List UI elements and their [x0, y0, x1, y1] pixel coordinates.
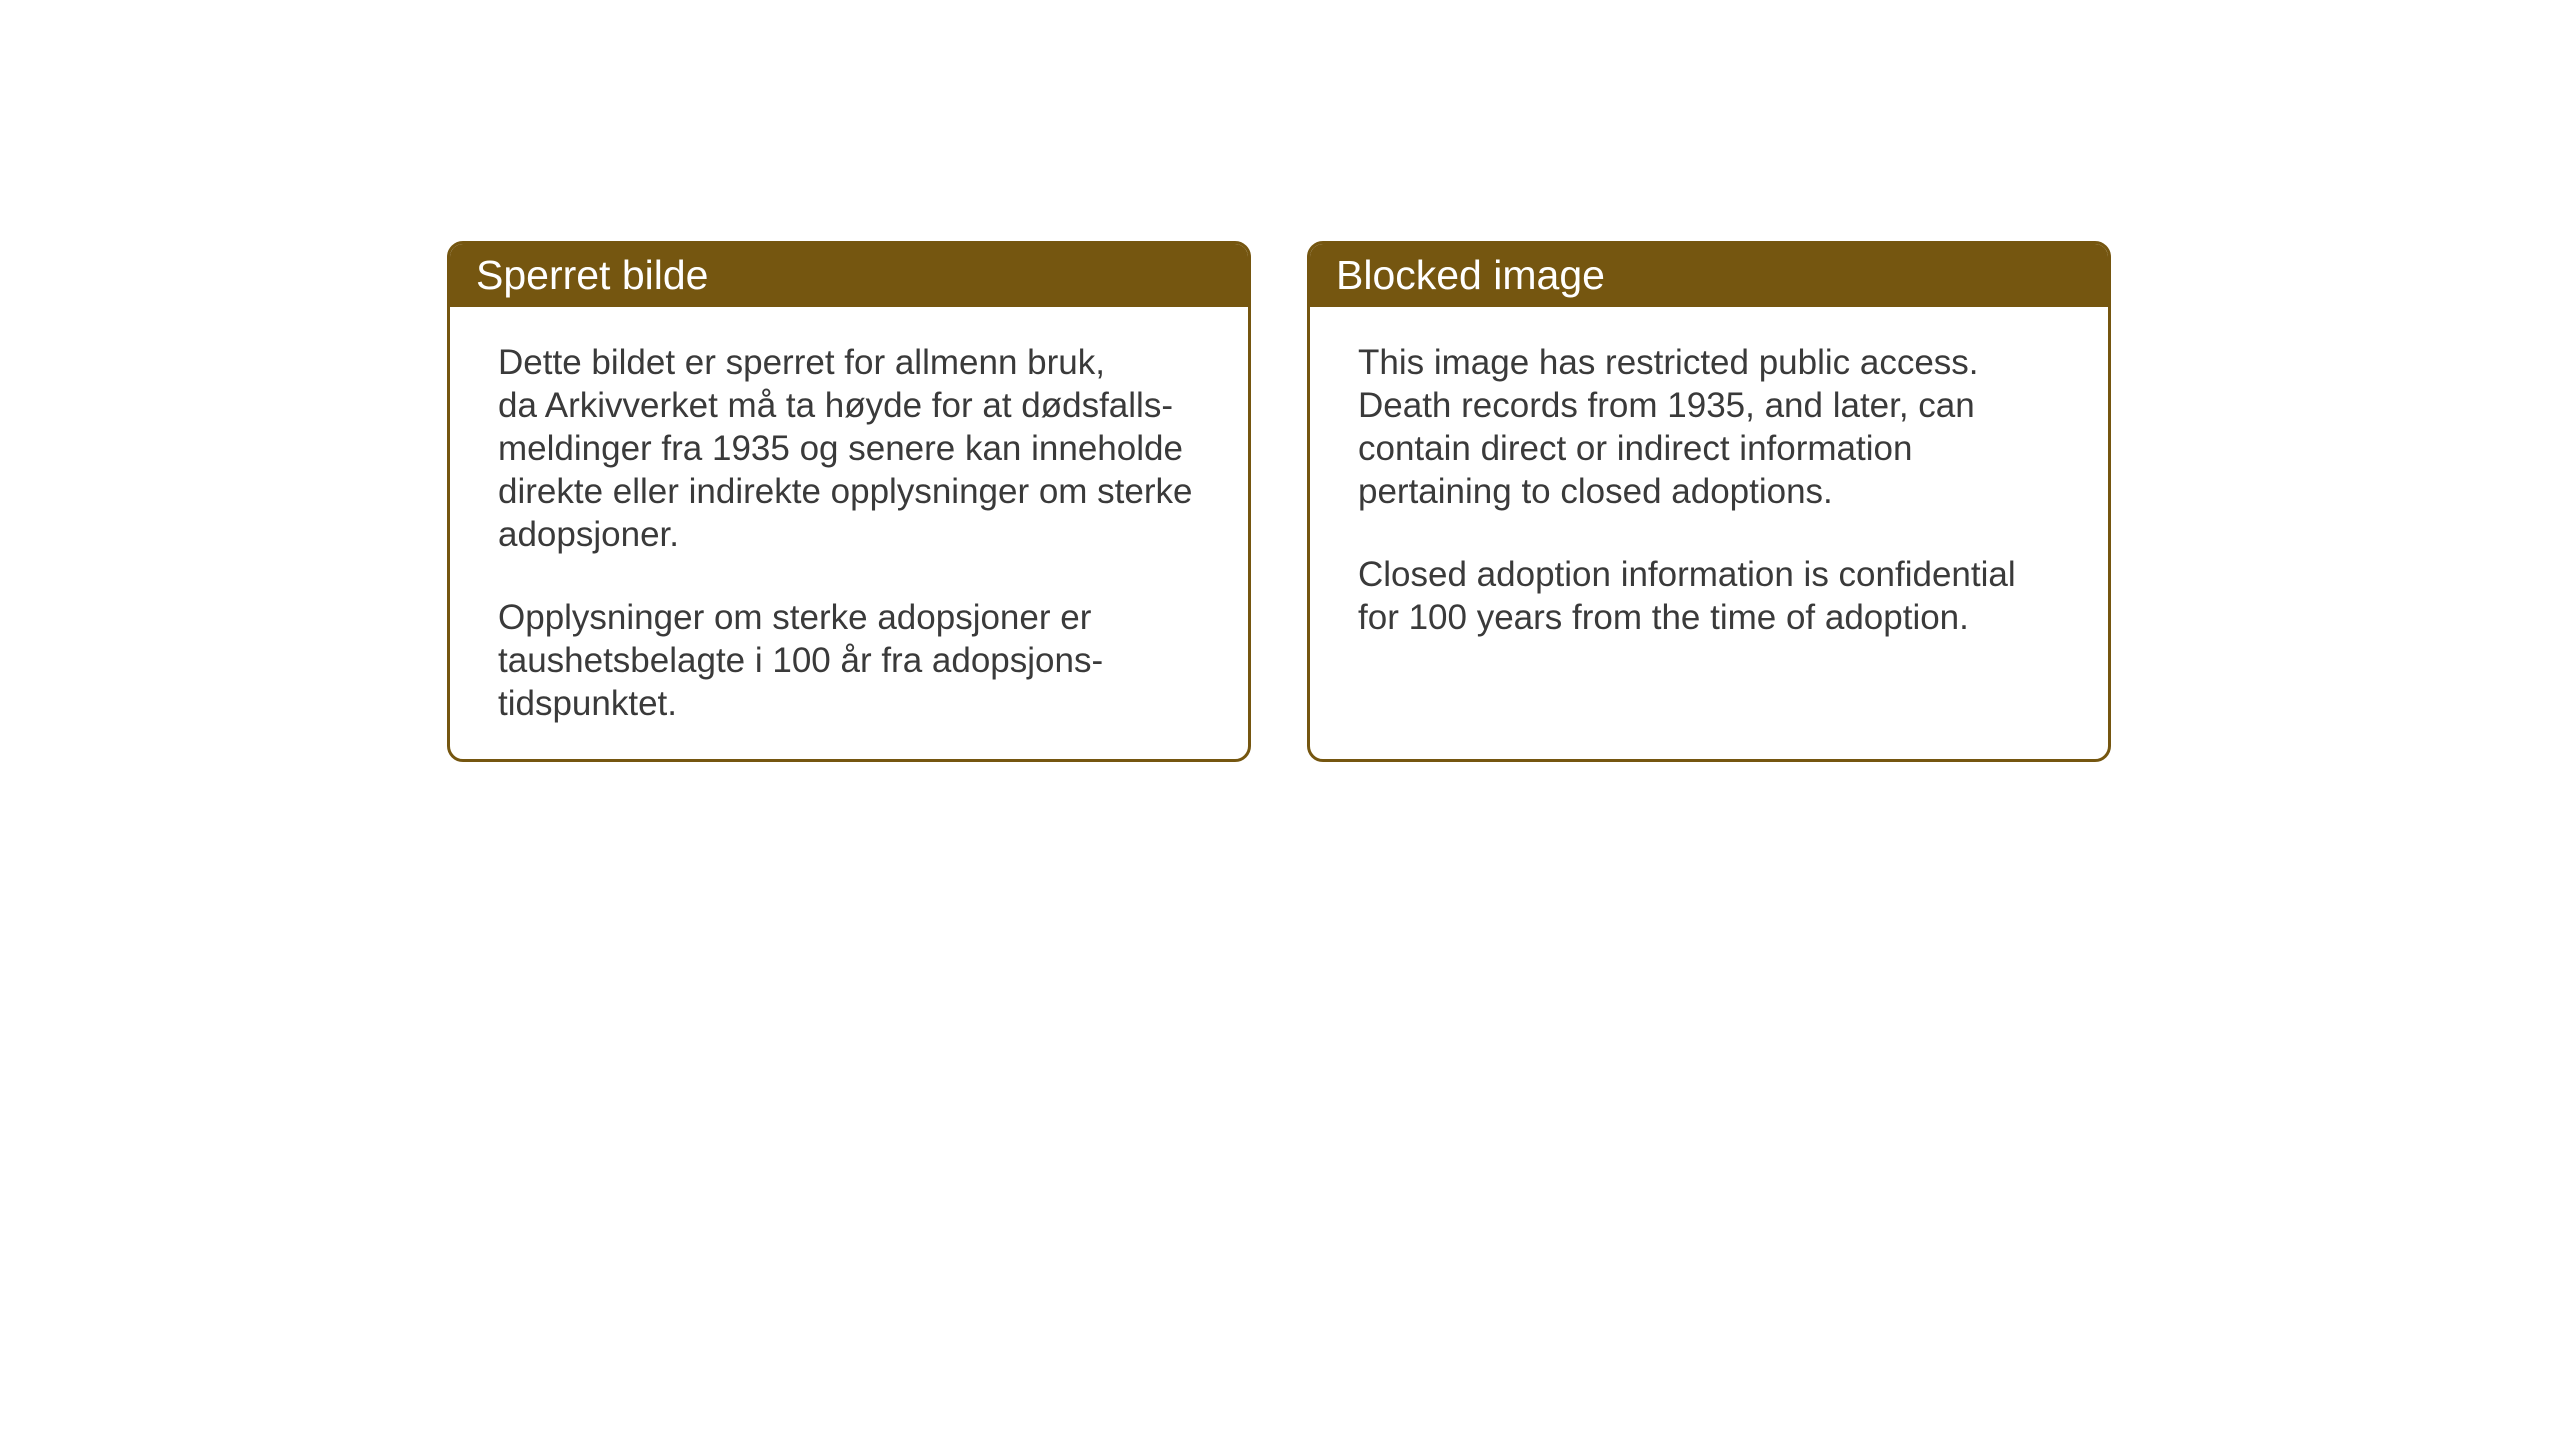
- card-body-norwegian: Dette bildet er sperret for allmenn bruk…: [450, 307, 1248, 759]
- notice-card-norwegian: Sperret bilde Dette bildet er sperret fo…: [447, 241, 1251, 762]
- card-paragraph-2-english: Closed adoption information is confident…: [1358, 553, 2066, 639]
- card-paragraph-1-english: This image has restricted public access.…: [1358, 341, 2066, 513]
- card-title-english: Blocked image: [1336, 252, 2082, 299]
- notice-card-english: Blocked image This image has restricted …: [1307, 241, 2111, 762]
- card-title-norwegian: Sperret bilde: [476, 252, 1222, 299]
- card-header-english: Blocked image: [1310, 244, 2108, 307]
- card-header-norwegian: Sperret bilde: [450, 244, 1248, 307]
- card-paragraph-2-norwegian: Opplysninger om sterke adopsjoner er tau…: [498, 596, 1206, 725]
- card-paragraph-1-norwegian: Dette bildet er sperret for allmenn bruk…: [498, 341, 1206, 556]
- card-body-english: This image has restricted public access.…: [1310, 307, 2108, 705]
- notice-cards-container: Sperret bilde Dette bildet er sperret fo…: [447, 241, 2111, 762]
